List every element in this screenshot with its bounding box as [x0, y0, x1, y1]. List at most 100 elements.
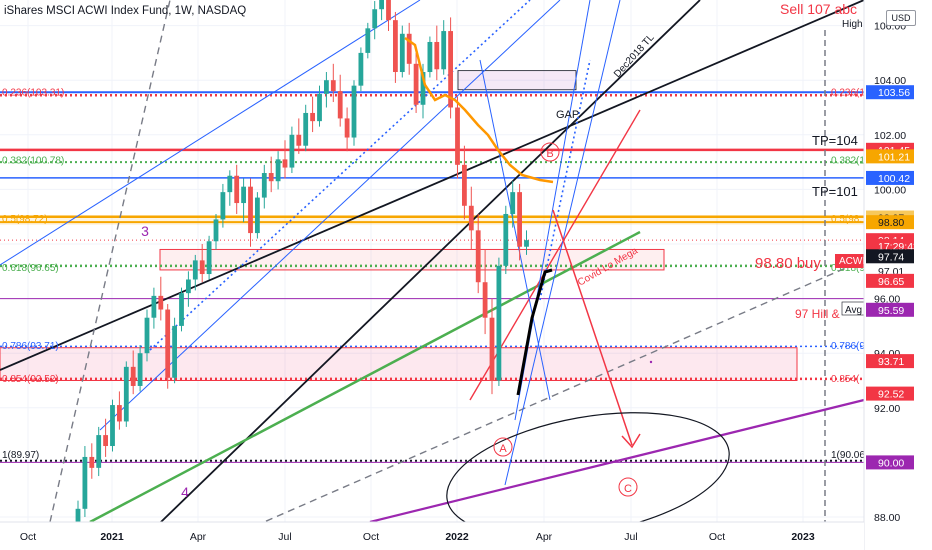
candle-body	[399, 33, 405, 73]
currency-button[interactable]: USD	[886, 10, 916, 26]
level-label: 98.80 buy	[755, 255, 821, 272]
fib-label: 0.236(103.31)	[2, 88, 64, 99]
dec2018-trendline	[0, 0, 865, 371]
candle-body	[413, 63, 419, 105]
candle-body	[165, 309, 171, 378]
arrow-head	[621, 433, 641, 449]
x-tick-label: Oct	[709, 531, 725, 543]
price-label-box	[866, 386, 914, 401]
price-label-box	[866, 273, 914, 288]
price-label-box	[866, 85, 914, 100]
fib-label: 0.786(9	[831, 341, 865, 352]
candle-body	[406, 33, 412, 64]
candle-body	[503, 213, 509, 266]
price-label-box	[866, 215, 914, 230]
dot	[649, 360, 653, 364]
candle-body	[158, 295, 164, 310]
candle-body	[393, 20, 398, 73]
candle-body	[448, 31, 453, 108]
price-label: 95.59	[878, 305, 904, 317]
price-label-box	[866, 354, 914, 369]
wave-circle	[618, 477, 638, 497]
candle-body	[268, 173, 274, 182]
candle-body	[482, 282, 488, 318]
candle-body	[358, 52, 364, 86]
price-label: 92.52	[878, 389, 904, 401]
candle-body	[82, 456, 88, 509]
level-label: 97 Hill &	[795, 307, 840, 321]
candle-body	[255, 197, 260, 234]
fib-label: 0.382(1	[831, 155, 865, 166]
candle-body	[462, 164, 467, 206]
candle-body	[303, 112, 309, 146]
x-tick-label: 2023	[791, 531, 815, 543]
candle-body	[103, 435, 108, 447]
candles	[75, 0, 529, 534]
candle-body	[372, 9, 378, 29]
x-tick-label: Jul	[278, 531, 291, 543]
price-label-box	[866, 170, 914, 185]
channel-dotted-line	[539, 59, 591, 301]
candle-body	[213, 219, 219, 242]
price-label: 100.42	[878, 173, 910, 185]
fib-label: 1(90.06	[831, 450, 865, 461]
fib-label: 0.618(96.65)	[2, 263, 59, 274]
candle-body	[441, 31, 447, 70]
candle-body	[234, 175, 240, 204]
y-tick-label: 92.00	[874, 403, 900, 415]
candle-body	[130, 366, 136, 386]
channel-line	[504, 0, 621, 486]
candle-body	[282, 159, 288, 168]
candle-body	[489, 317, 495, 381]
candle-body	[192, 260, 198, 280]
candle-body	[275, 159, 281, 182]
price-label: 90.00	[878, 457, 904, 469]
candle-body	[475, 230, 481, 283]
channel-dotted-line	[149, 0, 531, 351]
candle-body	[427, 41, 433, 73]
price-label-box	[866, 455, 914, 470]
time-axis-bg	[0, 522, 864, 550]
candle-body	[186, 279, 191, 294]
purple-trendline	[369, 398, 865, 524]
candle-body	[137, 353, 143, 386]
candle-body	[199, 260, 205, 275]
level-label: ACWI	[839, 256, 865, 267]
fib-label: 0.382(100.78)	[2, 155, 64, 166]
candle-body	[227, 175, 233, 193]
level-label: High	[842, 19, 863, 30]
price-label: 103.56	[878, 87, 910, 99]
candle-body	[144, 317, 150, 354]
candle-body	[434, 41, 440, 70]
candle-body	[172, 325, 177, 378]
level-label: GAP	[556, 109, 579, 121]
trendline	[131, 0, 701, 550]
wave-label: 4	[181, 484, 189, 500]
fib-label: 0.618(9	[831, 263, 865, 274]
candle-body	[455, 107, 460, 165]
candle-body	[220, 192, 226, 220]
fib-label: 0.786(93.71)	[2, 341, 59, 352]
gap-box	[457, 70, 577, 91]
x-tick-label: Oct	[363, 531, 379, 543]
candle-body	[330, 80, 336, 92]
fib-label: 1(89.97)	[2, 450, 39, 461]
channel-line	[0, 0, 421, 266]
level-label: Sell 107 abc	[780, 1, 857, 17]
wave-circle	[493, 437, 513, 457]
fib-label: 0.236(1	[831, 88, 865, 99]
candle-body	[89, 456, 95, 468]
candle-body	[117, 405, 122, 422]
candle-body	[344, 118, 350, 138]
candle-body	[151, 295, 157, 318]
candle-body	[420, 72, 426, 105]
candle-body	[324, 80, 329, 94]
candle-body	[351, 85, 357, 138]
trendlines	[0, 0, 865, 550]
price-label-box	[866, 302, 914, 317]
wave-label: C	[624, 483, 632, 495]
candle-body	[179, 293, 184, 326]
candle-body	[248, 186, 253, 234]
zones	[0, 70, 864, 381]
